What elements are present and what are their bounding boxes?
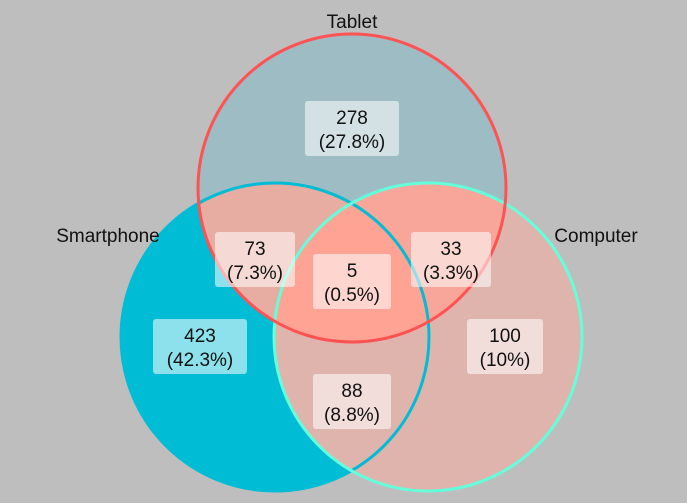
computer-circle-outline: [272, 181, 584, 493]
region-percent: (42.3%): [167, 350, 234, 371]
region-computer-only: 100 (10%): [467, 319, 543, 374]
region-count: 100: [489, 326, 521, 347]
region-percent: (10%): [480, 350, 531, 371]
region-smartphone-computer: 88 (8.8%): [313, 374, 391, 429]
region-count: 278: [336, 108, 368, 129]
smartphone-set-label: Smartphone: [56, 226, 160, 247]
region-count: 5: [347, 261, 358, 282]
tablet-circle-outline: [196, 32, 508, 344]
smartphone-circle-outline: [119, 181, 431, 493]
region-all-three: 5 (0.5%): [313, 254, 391, 309]
region-tablet-computer: 33 (3.3%): [411, 232, 491, 287]
region-count: 423: [184, 326, 216, 347]
computer-set-label: Computer: [554, 226, 638, 247]
region-count: 33: [440, 239, 461, 260]
region-smartphone-tablet: 73 (7.3%): [215, 232, 295, 287]
region-percent: (0.5%): [324, 285, 380, 306]
region-smartphone-only: 423 (42.3%): [153, 319, 247, 374]
region-percent: (8.8%): [324, 405, 380, 426]
tablet-set-label: Tablet: [327, 12, 378, 33]
region-count: 88: [341, 381, 362, 402]
region-tablet-only: 278 (27.8%): [305, 101, 399, 156]
region-percent: (27.8%): [319, 132, 386, 153]
region-percent: (3.3%): [423, 263, 479, 284]
region-count: 73: [244, 239, 265, 260]
region-percent: (7.3%): [227, 263, 283, 284]
